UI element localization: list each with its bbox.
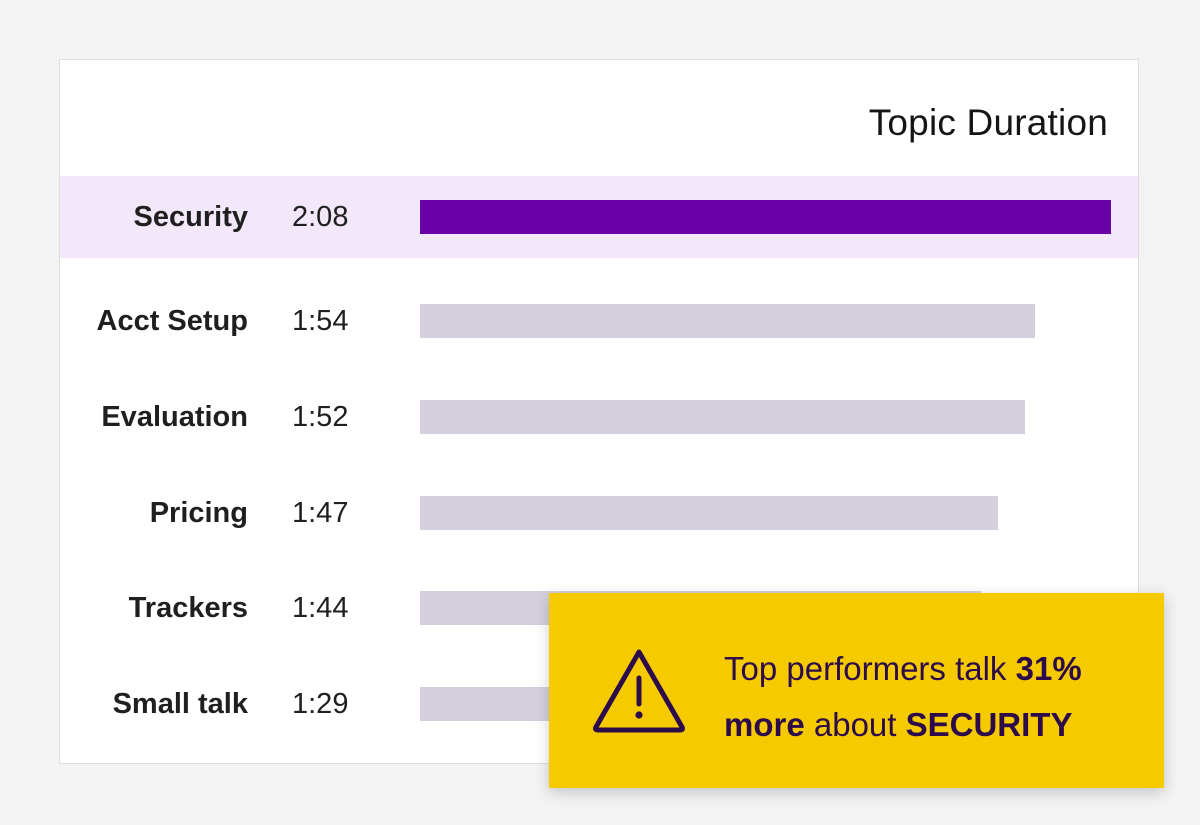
callout-topic: SECURITY: [905, 706, 1073, 743]
category-label: Acct Setup: [96, 305, 248, 337]
category-label: Pricing: [149, 497, 248, 529]
duration-label: 1:29: [292, 688, 349, 720]
duration-label: 2:08: [292, 201, 349, 233]
callout-text-part1: Top performers talk: [724, 650, 1016, 687]
callout-text: Top performers talk 31% more about SECUR…: [724, 641, 1144, 753]
duration-label: 1:54: [292, 305, 349, 337]
duration-label: 1:52: [292, 401, 349, 433]
category-label: Trackers: [128, 592, 248, 624]
category-label: Small talk: [112, 688, 248, 720]
category-label: Security: [133, 201, 248, 233]
duration-label: 1:47: [292, 497, 349, 529]
callout-text-part2: about: [804, 706, 906, 743]
insight-callout: Top performers talk 31% more about SECUR…: [549, 593, 1164, 788]
callout-stat: 31% more: [724, 650, 1082, 743]
chart-title: Topic Duration: [868, 102, 1108, 143]
chart-row-evaluation: Evaluation 1:52: [60, 400, 1138, 434]
warning-icon: [593, 649, 685, 733]
duration-label: 1:44: [292, 592, 349, 624]
chart-row-acct-setup: Acct Setup 1:54: [60, 304, 1138, 338]
duration-bar: [420, 400, 1025, 434]
duration-bar: [420, 496, 998, 530]
chart-row-pricing: Pricing 1:47: [60, 496, 1138, 530]
duration-bar: [420, 200, 1111, 234]
duration-bar: [420, 304, 1035, 338]
chart-row-security: Security 2:08: [60, 200, 1138, 234]
category-label: Evaluation: [101, 401, 248, 433]
